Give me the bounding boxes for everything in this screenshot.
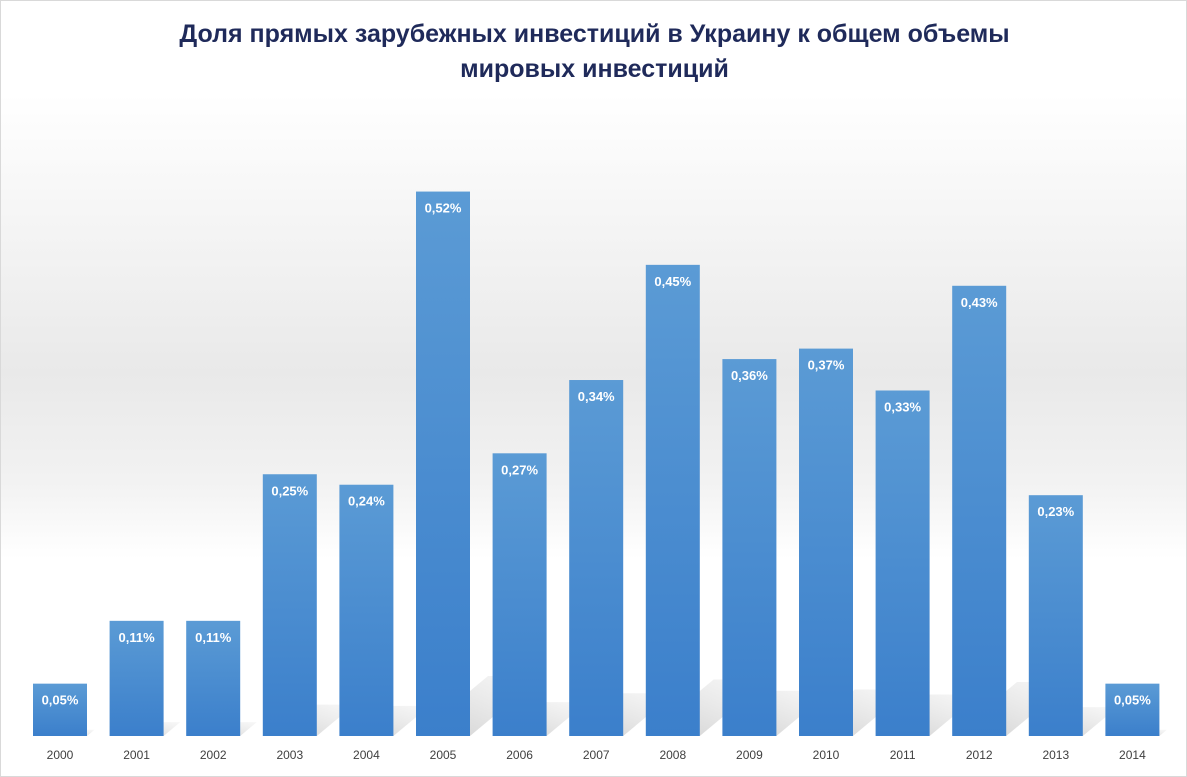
- bar-2009: [722, 359, 777, 736]
- x-tick-label-2011: 2011: [890, 748, 916, 762]
- x-tick-label-2009: 2009: [736, 748, 763, 762]
- data-label-2012: 0,43%: [961, 295, 998, 310]
- bar-2011: [875, 390, 930, 736]
- bars-group: [33, 191, 1160, 736]
- data-label-2001: 0,11%: [119, 630, 156, 645]
- data-label-2007: 0,34%: [578, 389, 615, 404]
- chart-title: Доля прямых зарубежных инвестиций в Укра…: [1, 17, 1186, 87]
- bar-2012: [952, 285, 1007, 736]
- x-tick-label-2014: 2014: [1119, 748, 1146, 762]
- bar-2010: [799, 348, 853, 736]
- chart-title-line-1: Доля прямых зарубежных инвестиций в Укра…: [179, 20, 1010, 48]
- x-tick-label-2005: 2005: [430, 748, 457, 762]
- x-tick-label-2002: 2002: [200, 748, 227, 762]
- data-label-2003: 0,25%: [271, 483, 308, 498]
- x-tick-label-2006: 2006: [506, 748, 533, 762]
- x-tick-label-2000: 2000: [47, 748, 74, 762]
- bar-2003: [262, 474, 317, 736]
- data-label-2014: 0,05%: [1114, 693, 1151, 708]
- x-tick-label-2004: 2004: [353, 748, 380, 762]
- x-tick-label-2013: 2013: [1042, 748, 1069, 762]
- bar-2013: [1028, 495, 1083, 736]
- x-tick-label-2010: 2010: [813, 748, 840, 762]
- data-label-2004: 0,24%: [348, 494, 385, 509]
- x-axis-ticks: 2000 2001 2002 2003 2004 2005 2006 2007 2008 2009…: [47, 748, 1146, 762]
- data-label-2006: 0,27%: [501, 462, 538, 477]
- x-tick-label-2003: 2003: [276, 748, 303, 762]
- x-tick-label-2001: 2001: [123, 748, 150, 762]
- bar-2008: [645, 264, 700, 736]
- data-labels-group: 0,05% 0,11% 0,11% 0,25% 0,24% 0,52% 0,27% 0,34%…: [42, 201, 1152, 708]
- bar-2007: [569, 380, 624, 736]
- bar-2004: [339, 484, 394, 736]
- bar-2014: [1105, 683, 1160, 736]
- data-label-2009: 0,36%: [731, 368, 768, 383]
- bar-2005: [416, 191, 470, 736]
- bar-2001: [109, 620, 164, 736]
- bar-2002: [186, 620, 241, 736]
- chart-title-line-2: мировых инвестиций: [460, 55, 729, 83]
- data-label-2002: 0,11%: [195, 630, 232, 645]
- data-label-2008: 0,45%: [654, 274, 691, 289]
- data-label-2000: 0,05%: [42, 693, 79, 708]
- x-tick-label-2008: 2008: [659, 748, 686, 762]
- data-label-2011: 0,33%: [884, 399, 921, 414]
- data-label-2013: 0,23%: [1037, 504, 1074, 519]
- data-label-2010: 0,37%: [808, 358, 845, 373]
- x-tick-label-2012: 2012: [966, 748, 993, 762]
- data-label-2005: 0,52%: [425, 201, 462, 216]
- x-tick-label-2007: 2007: [583, 748, 610, 762]
- bar-2000: [33, 683, 87, 736]
- bar-2006: [492, 453, 547, 736]
